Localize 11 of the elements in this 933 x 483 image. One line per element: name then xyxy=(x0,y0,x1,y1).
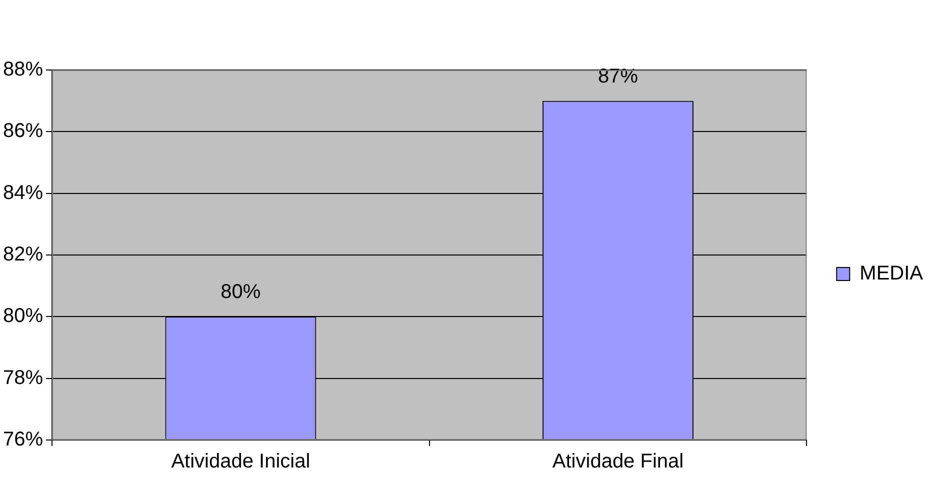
data-label: 80% xyxy=(220,281,261,304)
legend-label: MEDIA xyxy=(860,262,924,285)
y-tick-label: 84% xyxy=(3,182,44,204)
x-tick-label: Atividade Final xyxy=(552,450,684,473)
y-tick-label: 88% xyxy=(3,58,44,81)
y-tick-label: 78% xyxy=(3,366,44,389)
x-tick-label: Atividade Inicial xyxy=(171,450,310,473)
y-tick-label: 86% xyxy=(3,120,44,142)
y-tick-label: 76% xyxy=(3,428,44,451)
y-tick-label: 82% xyxy=(3,244,44,266)
y-tick-label: 80% xyxy=(3,305,44,328)
